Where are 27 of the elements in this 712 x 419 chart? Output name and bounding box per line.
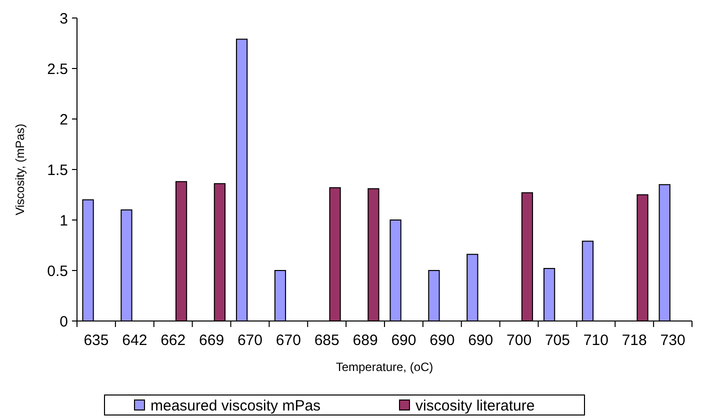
y-tick-label: 1.5	[47, 162, 68, 179]
x-tick-label: 669	[199, 332, 224, 349]
x-tick-label: 689	[352, 332, 378, 349]
y-tick-label: 2.5	[47, 60, 68, 78]
y-axis-title: Viscosity, (mPas)	[13, 124, 27, 216]
y-tick-label: 0.5	[47, 262, 68, 280]
x-tick-label: 690	[468, 332, 494, 349]
x-tick-label: 635	[84, 332, 109, 349]
y-tick-label: 2	[60, 111, 68, 128]
x-tick-label: 718	[622, 332, 647, 349]
x-tick-label: 642	[122, 332, 148, 349]
x-tick-label: 662	[160, 332, 186, 349]
x-tick-label: 690	[391, 332, 416, 349]
y-tick-label: 1	[60, 212, 68, 230]
y-tick-label: 0	[60, 313, 68, 330]
x-tick-label: 690	[430, 332, 455, 349]
x-tick-label: 670	[237, 332, 262, 349]
x-tick-label: 710	[583, 332, 608, 349]
x-tick-label: 730	[660, 332, 686, 349]
x-axis-title: Temperature, (oC)	[336, 360, 434, 374]
legend-label: viscosity literature	[416, 397, 535, 414]
y-tick-label: 3	[60, 10, 68, 28]
legend-label: measured viscosity mPas	[150, 397, 321, 414]
x-tick-label: 705	[544, 332, 570, 349]
x-tick-label: 700	[506, 332, 532, 349]
x-tick-label: 670	[276, 332, 301, 349]
x-tick-label: 685	[314, 332, 340, 349]
